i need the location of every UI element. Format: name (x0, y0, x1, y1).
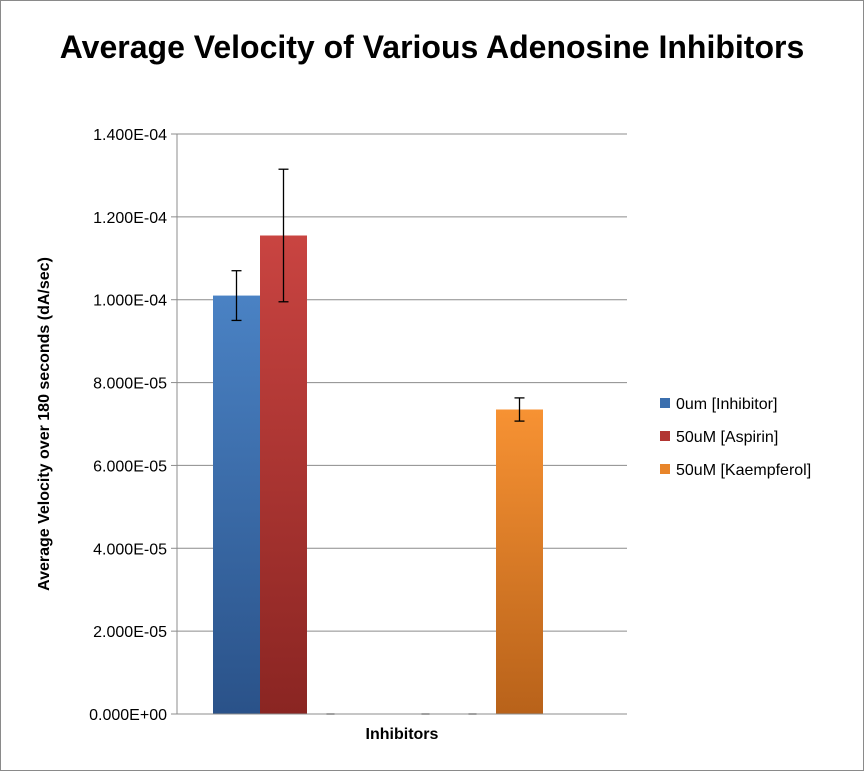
y-axis-title: Average Velocity over 180 seconds (dA/se… (36, 257, 53, 591)
legend-swatch (660, 464, 670, 474)
chart-title: Average Velocity of Various Adenosine In… (59, 29, 805, 65)
legend-swatch (660, 431, 670, 441)
y-tick-label: 1.200E-04 (93, 210, 167, 227)
y-tick-label: 8.000E-05 (93, 376, 167, 393)
bar (496, 409, 543, 714)
y-tick-label: 1.400E-04 (93, 127, 167, 144)
y-tick-label: 1.000E-04 (93, 293, 167, 310)
y-tick-label: 6.000E-05 (93, 458, 167, 475)
y-tick-label: 0.000E+00 (89, 707, 167, 724)
legend-label: 50uM [Aspirin] (676, 429, 778, 446)
x-axis-title: Inhibitors (366, 726, 439, 743)
legend-swatch (660, 398, 670, 408)
legend-label: 0um [Inhibitor] (676, 396, 777, 413)
legend-label: 50uM [Kaempferol] (676, 462, 811, 479)
y-tick-label: 2.000E-05 (93, 624, 167, 641)
bar (213, 295, 260, 714)
bar (260, 235, 307, 714)
y-tick-label: 4.000E-05 (93, 541, 167, 558)
